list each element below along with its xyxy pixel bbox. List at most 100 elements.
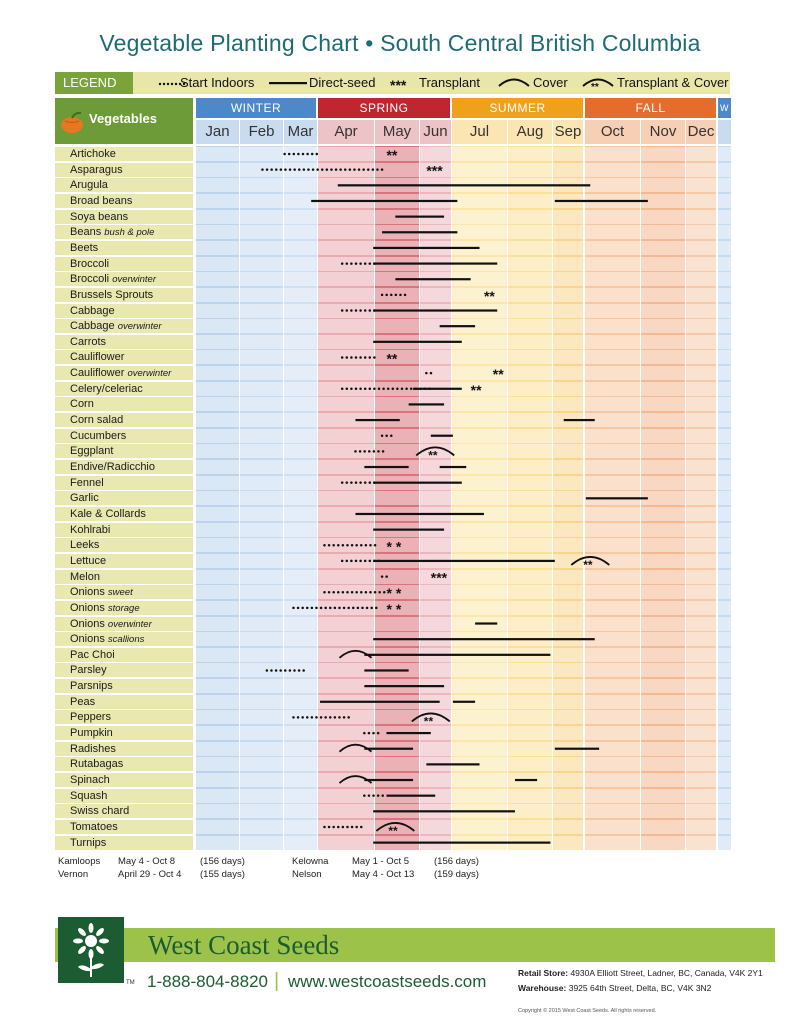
vegetable-variant: sweet bbox=[107, 587, 133, 599]
website-link[interactable]: www.westcoastseeds.com bbox=[288, 972, 487, 991]
row-band bbox=[55, 272, 731, 287]
grid-divider bbox=[451, 146, 452, 850]
vegetable-name: Cucumbers bbox=[55, 428, 193, 443]
vegetable-variant: bush & pole bbox=[104, 227, 155, 239]
vegetable-name-text: Cauliflower bbox=[70, 351, 125, 364]
month-header: Jun bbox=[420, 120, 451, 144]
vegetable-name-text: Beans bbox=[70, 226, 102, 239]
season-nelson-dates: May 4 - Oct 13 bbox=[352, 869, 415, 880]
vegetable-name: Endive/Radicchio bbox=[55, 460, 193, 475]
retail-label: Retail Store: bbox=[518, 968, 569, 978]
footer-band bbox=[55, 928, 775, 962]
svg-text:**: ** bbox=[591, 82, 599, 91]
season-nelson-days: (159 days) bbox=[434, 869, 479, 880]
grid-column bbox=[641, 146, 685, 850]
vegetable-name-text: Soya beans bbox=[70, 210, 129, 223]
grid-column bbox=[553, 146, 583, 850]
vegetable-name: Leeks bbox=[55, 538, 193, 553]
vegetable-name-text: Eggplant bbox=[70, 445, 114, 458]
season-winter: WINTER bbox=[196, 98, 316, 118]
vegetable-name: Artichoke bbox=[55, 147, 193, 162]
row-band bbox=[55, 710, 731, 725]
vegetable-name: Turnips bbox=[55, 835, 193, 850]
vegetable-name: Lettuce bbox=[55, 553, 193, 568]
vegetable-name-text: Onions bbox=[70, 617, 105, 630]
legend-transplant: Transplant bbox=[419, 75, 480, 90]
vegetable-name-text: Peppers bbox=[70, 711, 111, 724]
vegetable-name-text: Parsnips bbox=[70, 680, 113, 693]
season-summer: SUMMER bbox=[452, 98, 583, 118]
vegetable-variant: overwinter bbox=[127, 368, 172, 380]
warehouse-address-text: 3925 64th Street, Delta, BC, V4K 3N2 bbox=[568, 983, 712, 993]
season-winter-end: W bbox=[718, 98, 731, 118]
row-band bbox=[55, 444, 731, 459]
grid-column bbox=[508, 146, 552, 850]
season-nelson: Nelson bbox=[292, 869, 322, 880]
vegetable-name-text: Parsley bbox=[70, 664, 107, 677]
vegetable-name: Rutabagas bbox=[55, 757, 193, 772]
vegetable-name: Cabbage overwinter bbox=[55, 319, 193, 334]
vegetable-name-text: Cabbage bbox=[70, 320, 115, 333]
vegetable-name-text: Broccoli bbox=[70, 257, 110, 270]
cover-icon bbox=[498, 78, 530, 87]
vegetable-name: Kohlrabi bbox=[55, 522, 193, 537]
season-vernon: Vernon bbox=[58, 869, 89, 880]
vegetable-name: Corn bbox=[55, 397, 193, 412]
vegetable-name: Arugula bbox=[55, 178, 193, 193]
row-band bbox=[55, 757, 731, 772]
vegetable-name: Parsley bbox=[55, 663, 193, 678]
row-band bbox=[55, 600, 731, 615]
month-header: Apr bbox=[318, 120, 374, 144]
copyright: Copyright © 2015 West Coast Seeds. All r… bbox=[518, 1008, 657, 1014]
vegetable-name-text: Fennel bbox=[70, 476, 104, 489]
trademark: TM bbox=[126, 980, 135, 986]
month-header: Oct bbox=[585, 120, 640, 144]
vegetable-name-text: Arugula bbox=[70, 179, 108, 192]
vegetable-name: Beets bbox=[55, 240, 193, 255]
row-band bbox=[55, 319, 731, 334]
vegetable-name-text: Onions bbox=[70, 586, 105, 599]
row-band bbox=[55, 616, 731, 631]
footer-separator: | bbox=[274, 970, 280, 992]
legend-transplant-cover: Transplant & Cover bbox=[617, 75, 729, 90]
page-title: Vegetable Planting Chart • South Central… bbox=[99, 30, 701, 56]
vegetable-name-text: Corn bbox=[70, 398, 94, 411]
vegetable-name: Parsnips bbox=[55, 679, 193, 694]
warehouse-label: Warehouse: bbox=[518, 983, 567, 993]
vegetable-name: Radishes bbox=[55, 741, 193, 756]
vegetable-name-text: Swiss chard bbox=[70, 805, 130, 818]
vegetable-name: Peas bbox=[55, 694, 193, 709]
vegetable-name: Asparagus bbox=[55, 162, 193, 177]
vegetable-name-text: Brussels Sprouts bbox=[70, 288, 154, 301]
row-band bbox=[55, 147, 731, 162]
vegetable-variant: scallions bbox=[107, 634, 145, 646]
month-header: Dec bbox=[686, 120, 716, 144]
legend-bar: LEGEND Start Indoors Direct-seed *** Tra… bbox=[55, 72, 730, 94]
row-band bbox=[55, 491, 731, 506]
vegetable-name: Peppers bbox=[55, 710, 193, 725]
row-band bbox=[55, 162, 731, 177]
vegetables-label: Vegetables bbox=[89, 111, 157, 126]
vegetables-header: Vegetables bbox=[55, 98, 193, 144]
vegetable-name: Cauliflower overwinter bbox=[55, 366, 193, 381]
month-header: Sep bbox=[553, 120, 583, 144]
vegetable-name: Onions overwinter bbox=[55, 616, 193, 631]
vegetable-name-text: Onions bbox=[70, 601, 105, 614]
vegetable-name: Garlic bbox=[55, 491, 193, 506]
vegetable-name-text: Garlic bbox=[70, 492, 99, 505]
vegetable-name-text: Celery/celeriac bbox=[70, 382, 143, 395]
vegetable-name-text: Kohlrabi bbox=[70, 523, 111, 536]
vegetable-name-text: Kale & Collards bbox=[70, 507, 146, 520]
row-band bbox=[55, 397, 731, 412]
vegetable-variant: overwinter bbox=[112, 274, 157, 286]
pumpkin-icon bbox=[61, 111, 83, 133]
vegetable-name-text: Asparagus bbox=[70, 163, 123, 176]
vegetable-name-text: Peas bbox=[70, 695, 96, 708]
vegetable-name: Soya beans bbox=[55, 209, 193, 224]
season-kelowna-days: (156 days) bbox=[434, 856, 479, 867]
start-indoors-icon bbox=[158, 82, 186, 86]
vegetable-name-text: Tomatoes bbox=[70, 820, 118, 833]
logo bbox=[58, 917, 124, 983]
retail-address: Retail Store: 4930A Elliott Street, Ladn… bbox=[518, 968, 763, 978]
phone-number: 1-888-804-8820 bbox=[147, 972, 268, 991]
